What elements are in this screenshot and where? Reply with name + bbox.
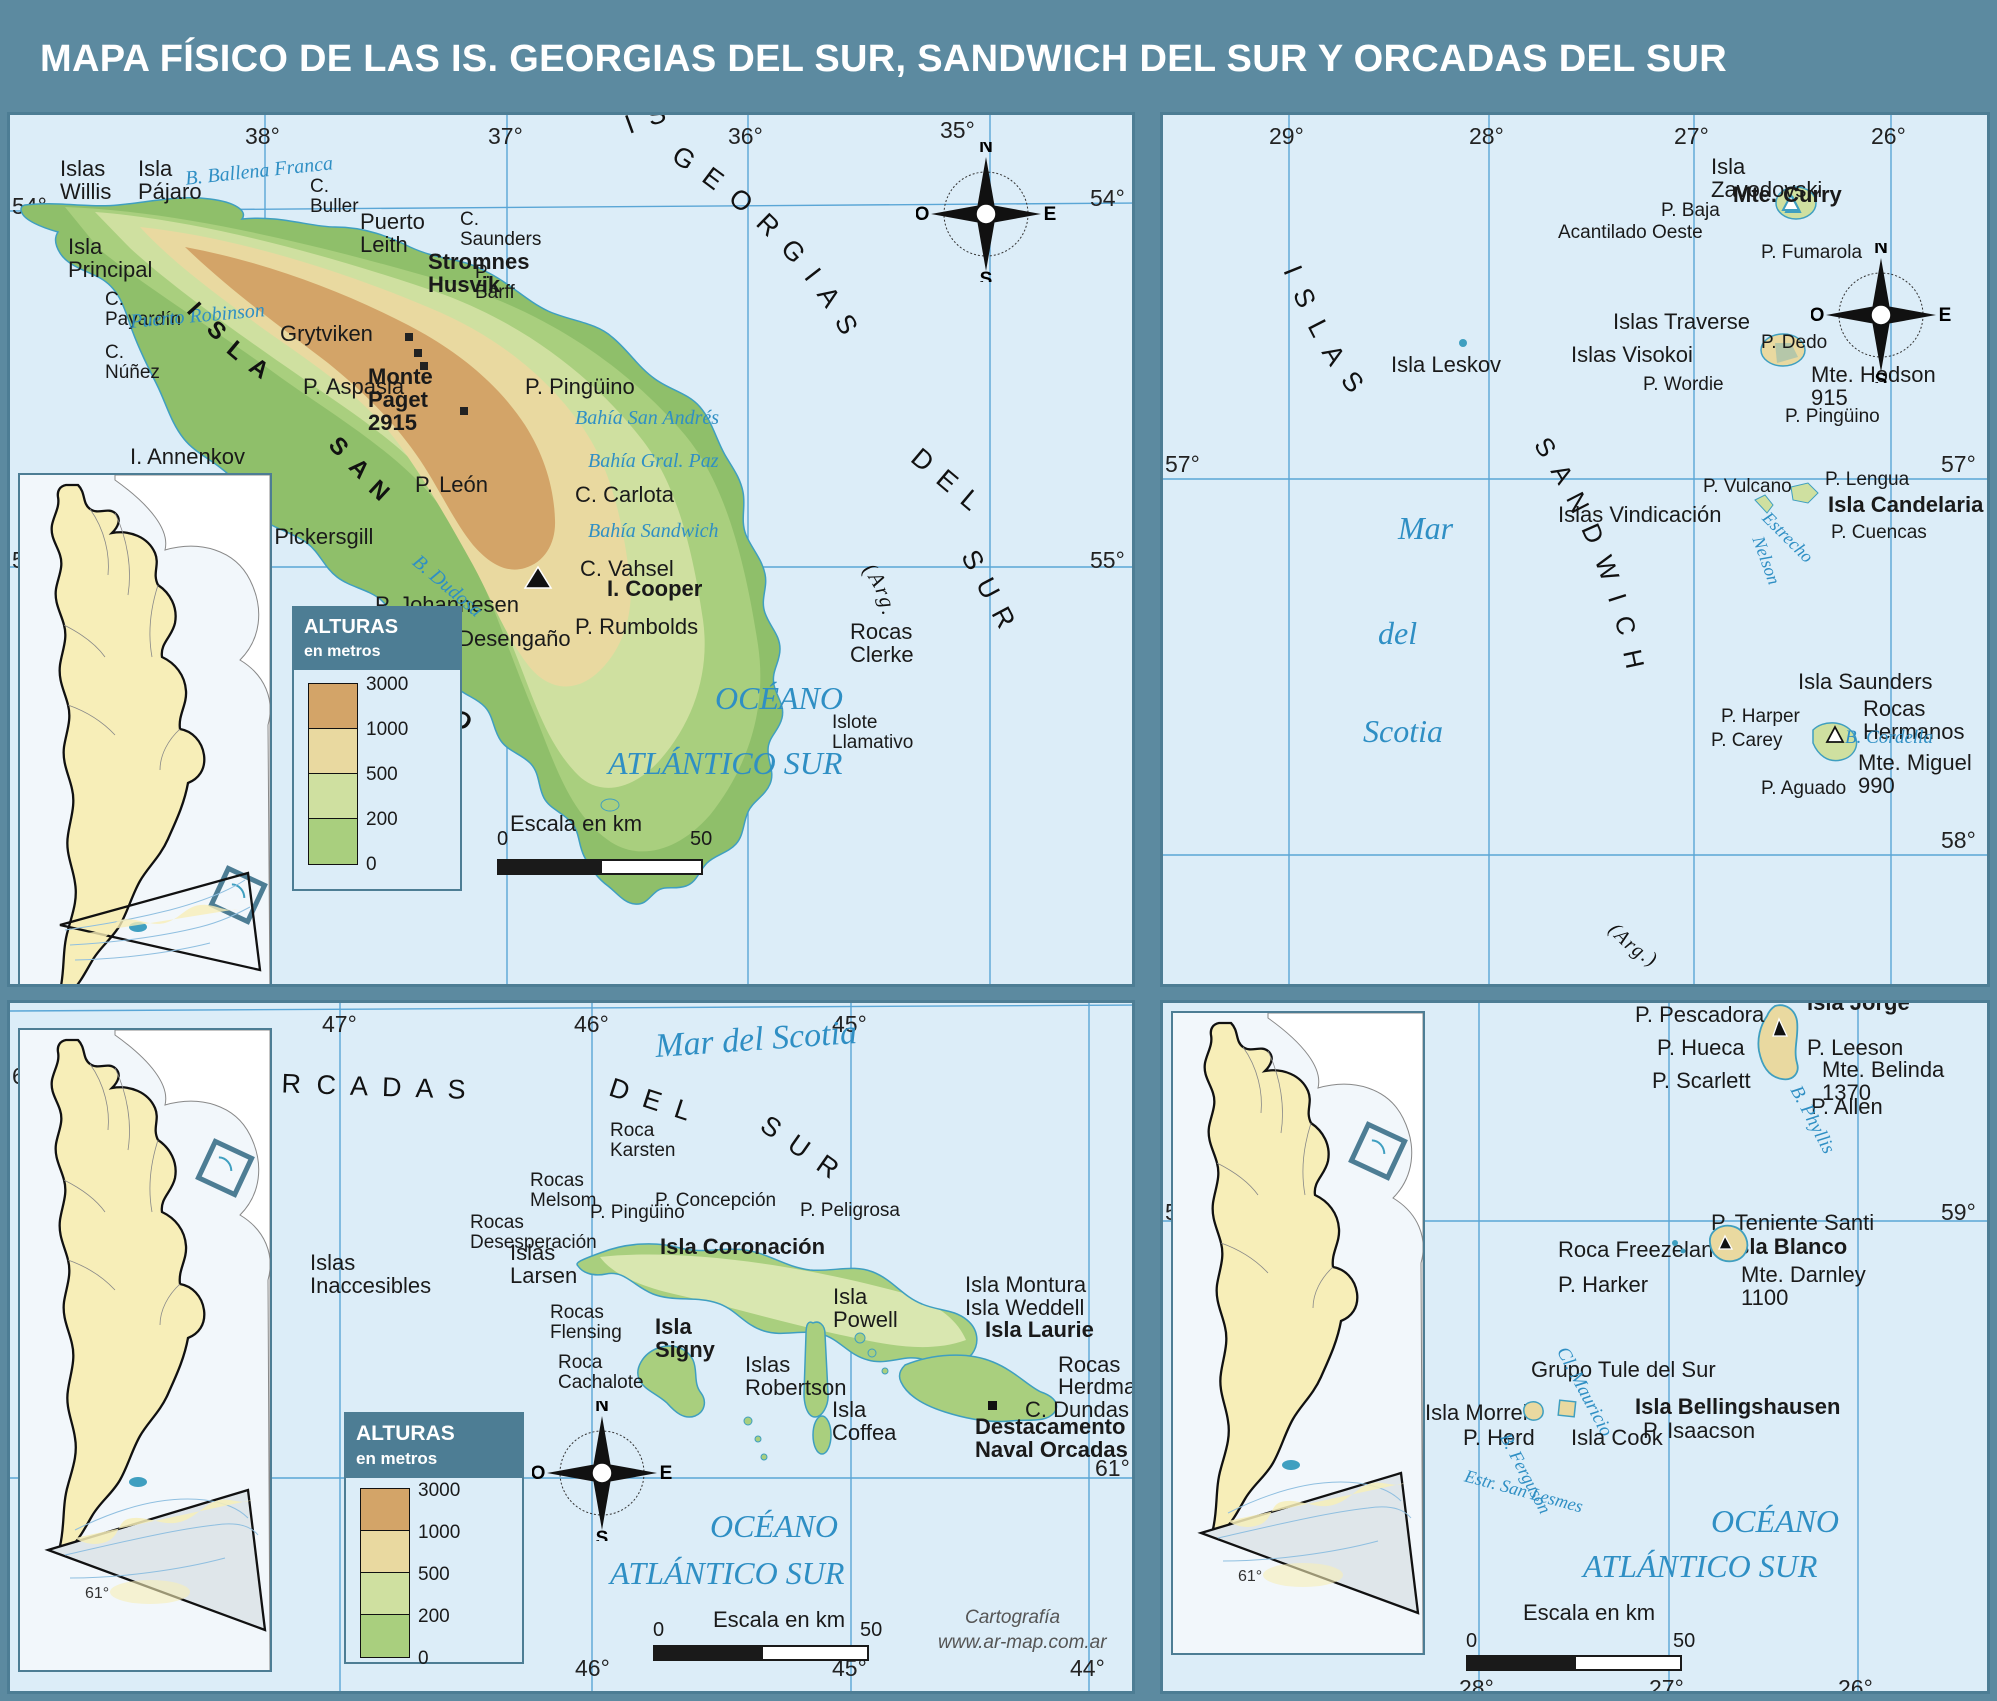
svg-text:N: N bbox=[595, 1401, 609, 1416]
svg-text:S: S bbox=[1875, 370, 1888, 383]
svg-text:61°: 61° bbox=[85, 1585, 109, 1602]
svg-text:61°: 61° bbox=[1238, 1568, 1262, 1585]
svg-text:E: E bbox=[660, 1463, 672, 1484]
svg-text:N: N bbox=[979, 142, 993, 157]
svg-text:S: S bbox=[596, 1528, 609, 1541]
svg-text:E: E bbox=[1044, 204, 1056, 225]
svg-text:O: O bbox=[916, 204, 929, 225]
svg-text:S: S bbox=[980, 269, 993, 282]
svg-text:E: E bbox=[1939, 305, 1951, 326]
svg-text:O: O bbox=[532, 1463, 545, 1484]
svg-text:O: O bbox=[1811, 305, 1824, 326]
svg-text:N: N bbox=[1874, 243, 1888, 258]
